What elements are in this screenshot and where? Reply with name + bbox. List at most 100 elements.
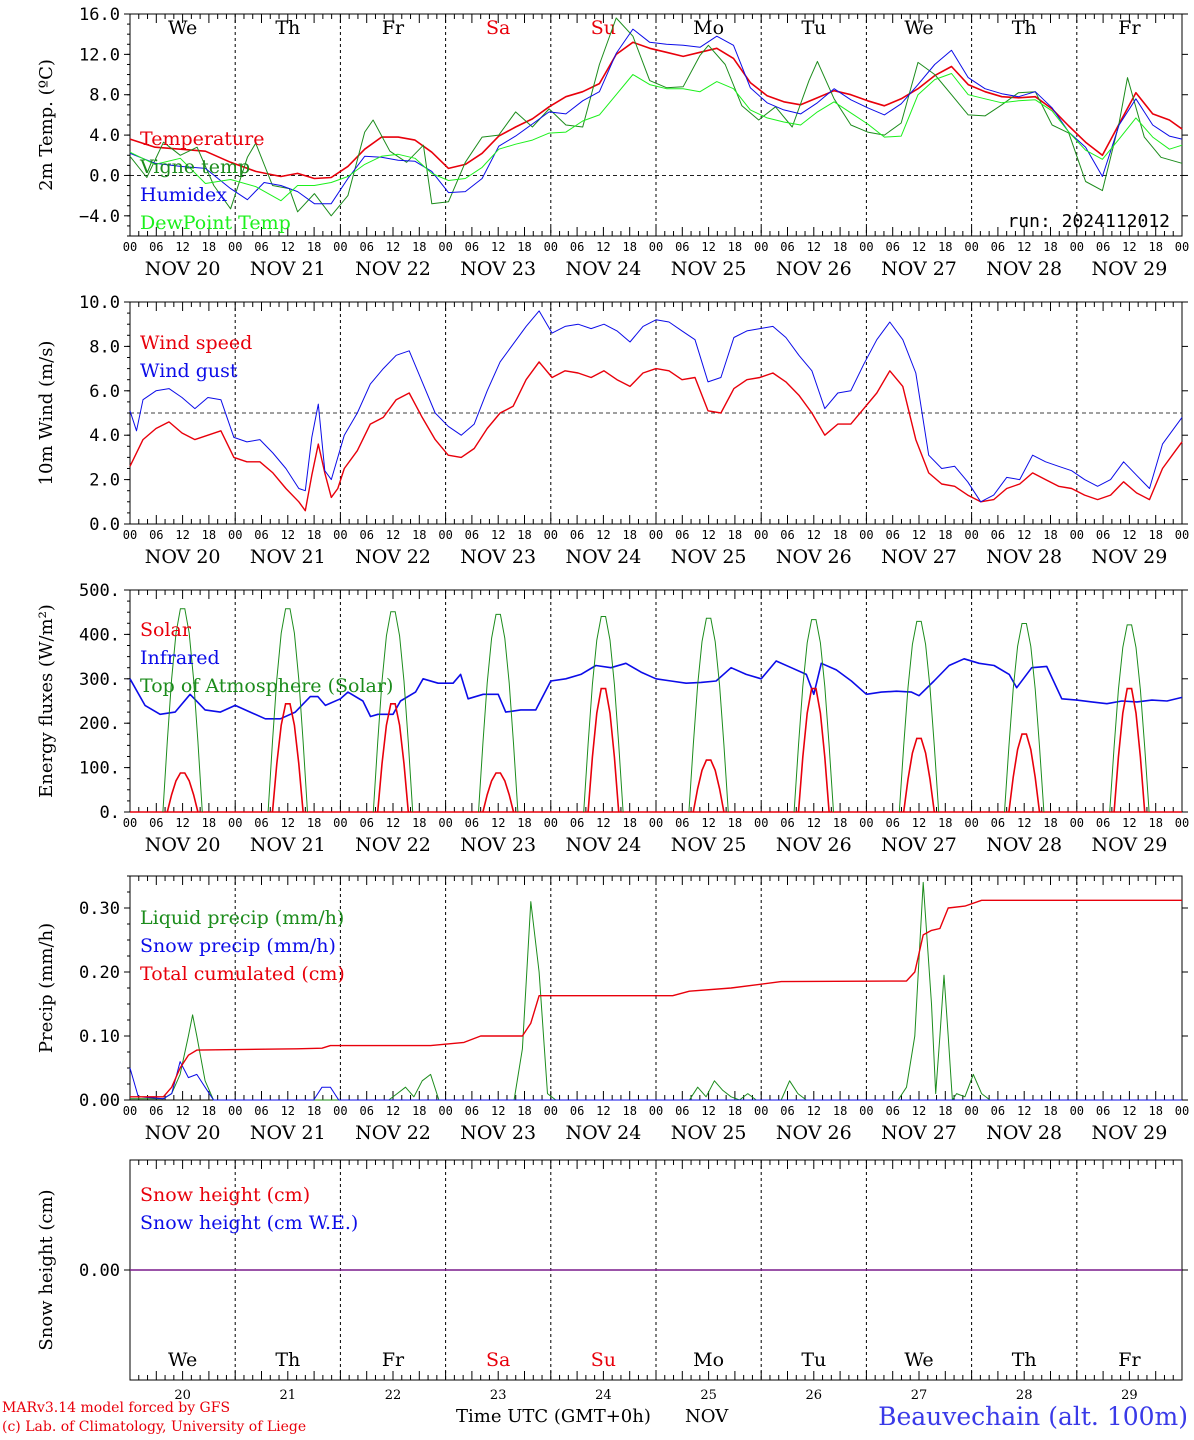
hour-tick-label: 18 <box>622 528 636 542</box>
date-label: NOV 22 <box>355 546 431 568</box>
hour-tick-label: 06 <box>780 816 794 830</box>
date-label: NOV 23 <box>460 1122 536 1144</box>
legend-entry: Snow height (cm) <box>140 1184 310 1206</box>
date-label: NOV 28 <box>986 1122 1062 1144</box>
hour-tick-label: 00 <box>333 240 347 254</box>
hour-tick-label: 06 <box>1096 816 1110 830</box>
weekday-label: Tu <box>801 1349 826 1371</box>
date-label: NOV 26 <box>776 546 852 568</box>
hour-tick-label: 18 <box>728 1104 742 1118</box>
hour-tick-label: 06 <box>149 240 163 254</box>
date-label: NOV 20 <box>145 546 221 568</box>
date-label: NOV 20 <box>145 834 221 856</box>
weekday-label: Mo <box>693 17 724 39</box>
hour-tick-label: 00 <box>964 816 978 830</box>
hour-tick-label: 12 <box>1017 528 1031 542</box>
hour-tick-label: 06 <box>991 528 1005 542</box>
hour-tick-label: 12 <box>175 528 189 542</box>
date-label: NOV 28 <box>986 258 1062 280</box>
day-number-label: 24 <box>595 1388 612 1403</box>
legend-entry: Wind gust <box>140 360 238 382</box>
legend-entry: Wind speed <box>140 332 252 354</box>
hour-tick-label: 12 <box>281 528 295 542</box>
legend-entry: Snow height (cm W.E.) <box>140 1212 358 1234</box>
hour-tick-label: 00 <box>333 816 347 830</box>
weekday-label: Th <box>275 17 300 39</box>
hour-tick-label: 06 <box>254 1104 268 1118</box>
hour-tick-label: 18 <box>1148 816 1162 830</box>
hour-tick-label: 12 <box>701 816 715 830</box>
day-number-label: 22 <box>385 1388 402 1403</box>
date-label: NOV 27 <box>881 258 957 280</box>
y-axis-label: 2m Temp. (ºC) <box>36 59 57 191</box>
y-tick-label: 100. <box>79 759 120 779</box>
y-axis-label: 10m Wind (m/s) <box>36 341 57 486</box>
hour-tick-label: 06 <box>991 1104 1005 1118</box>
hour-tick-label: 00 <box>228 1104 242 1118</box>
hour-tick-label: 18 <box>202 528 216 542</box>
toa-solar-series-line <box>162 608 1150 813</box>
hour-tick-label: 00 <box>649 816 663 830</box>
hour-tick-label: 12 <box>701 528 715 542</box>
hour-tick-label: 06 <box>359 240 373 254</box>
hour-tick-label: 12 <box>1017 1104 1031 1118</box>
legend-entry: Liquid precip (mm/h) <box>140 907 344 929</box>
date-label: NOV 23 <box>460 258 536 280</box>
weekday-label: Fr <box>1118 17 1141 39</box>
hour-tick-label: 12 <box>1017 816 1031 830</box>
hour-tick-label: 00 <box>1070 528 1084 542</box>
date-label: NOV 28 <box>986 546 1062 568</box>
hour-tick-label: 12 <box>491 528 505 542</box>
date-label: NOV 26 <box>776 1122 852 1144</box>
hour-tick-label: 00 <box>544 240 558 254</box>
hour-tick-label: 12 <box>1122 528 1136 542</box>
temperature-series-line <box>129 28 1183 205</box>
y-tick-label: 0.00 <box>79 1261 120 1281</box>
hour-tick-label: 00 <box>754 240 768 254</box>
hour-tick-label: 06 <box>1096 1104 1110 1118</box>
y-tick-label: 300. <box>79 670 120 690</box>
hour-tick-label: 06 <box>254 816 268 830</box>
weekday-label: We <box>168 1349 197 1371</box>
hour-tick-label: 18 <box>307 528 321 542</box>
time-axis-label: Time UTC (GMT+0h) <box>456 1406 651 1427</box>
hour-tick-label: 06 <box>675 1104 689 1118</box>
day-number-label: 29 <box>1121 1388 1138 1403</box>
weekday-label: Th <box>1012 17 1037 39</box>
hour-tick-label: 18 <box>517 1104 531 1118</box>
hour-tick-label: 00 <box>859 240 873 254</box>
date-label: NOV 26 <box>776 834 852 856</box>
date-label: NOV 23 <box>460 546 536 568</box>
temperature-series-line <box>129 41 1183 180</box>
y-tick-label: 4.0 <box>89 126 120 146</box>
y-tick-label: 10.0 <box>79 293 120 313</box>
date-label: NOV 25 <box>671 258 747 280</box>
hour-tick-label: 00 <box>123 528 137 542</box>
hour-tick-label: 18 <box>833 240 847 254</box>
hour-tick-label: 00 <box>1175 816 1189 830</box>
hour-tick-label: 12 <box>491 816 505 830</box>
hour-tick-label: 12 <box>386 816 400 830</box>
hour-tick-label: 00 <box>228 240 242 254</box>
weekday-label: Mo <box>693 1349 724 1371</box>
hour-tick-label: 18 <box>202 1104 216 1118</box>
legend-entry: Total cumulated (cm) <box>140 963 345 985</box>
hour-tick-label: 00 <box>1175 240 1189 254</box>
hour-tick-label: 00 <box>333 528 347 542</box>
weekday-label: Su <box>591 17 616 39</box>
station-name: Beauvechain (alt. 100m) <box>878 1402 1188 1431</box>
date-label: NOV 22 <box>355 258 431 280</box>
date-label: NOV 29 <box>1091 546 1167 568</box>
hour-tick-label: 18 <box>517 816 531 830</box>
run-label: run: 2024112012 <box>1007 211 1170 232</box>
y-tick-label: 12.0 <box>79 45 120 65</box>
day-number-label: 20 <box>174 1388 191 1403</box>
hour-tick-label: 06 <box>465 816 479 830</box>
hour-tick-label: 18 <box>1148 240 1162 254</box>
date-label: NOV 21 <box>250 1122 326 1144</box>
hour-tick-label: 12 <box>807 816 821 830</box>
hour-tick-label: 06 <box>885 816 899 830</box>
hour-tick-label: 18 <box>938 816 952 830</box>
hour-tick-label: 00 <box>228 528 242 542</box>
wind-series-line <box>129 310 1183 503</box>
